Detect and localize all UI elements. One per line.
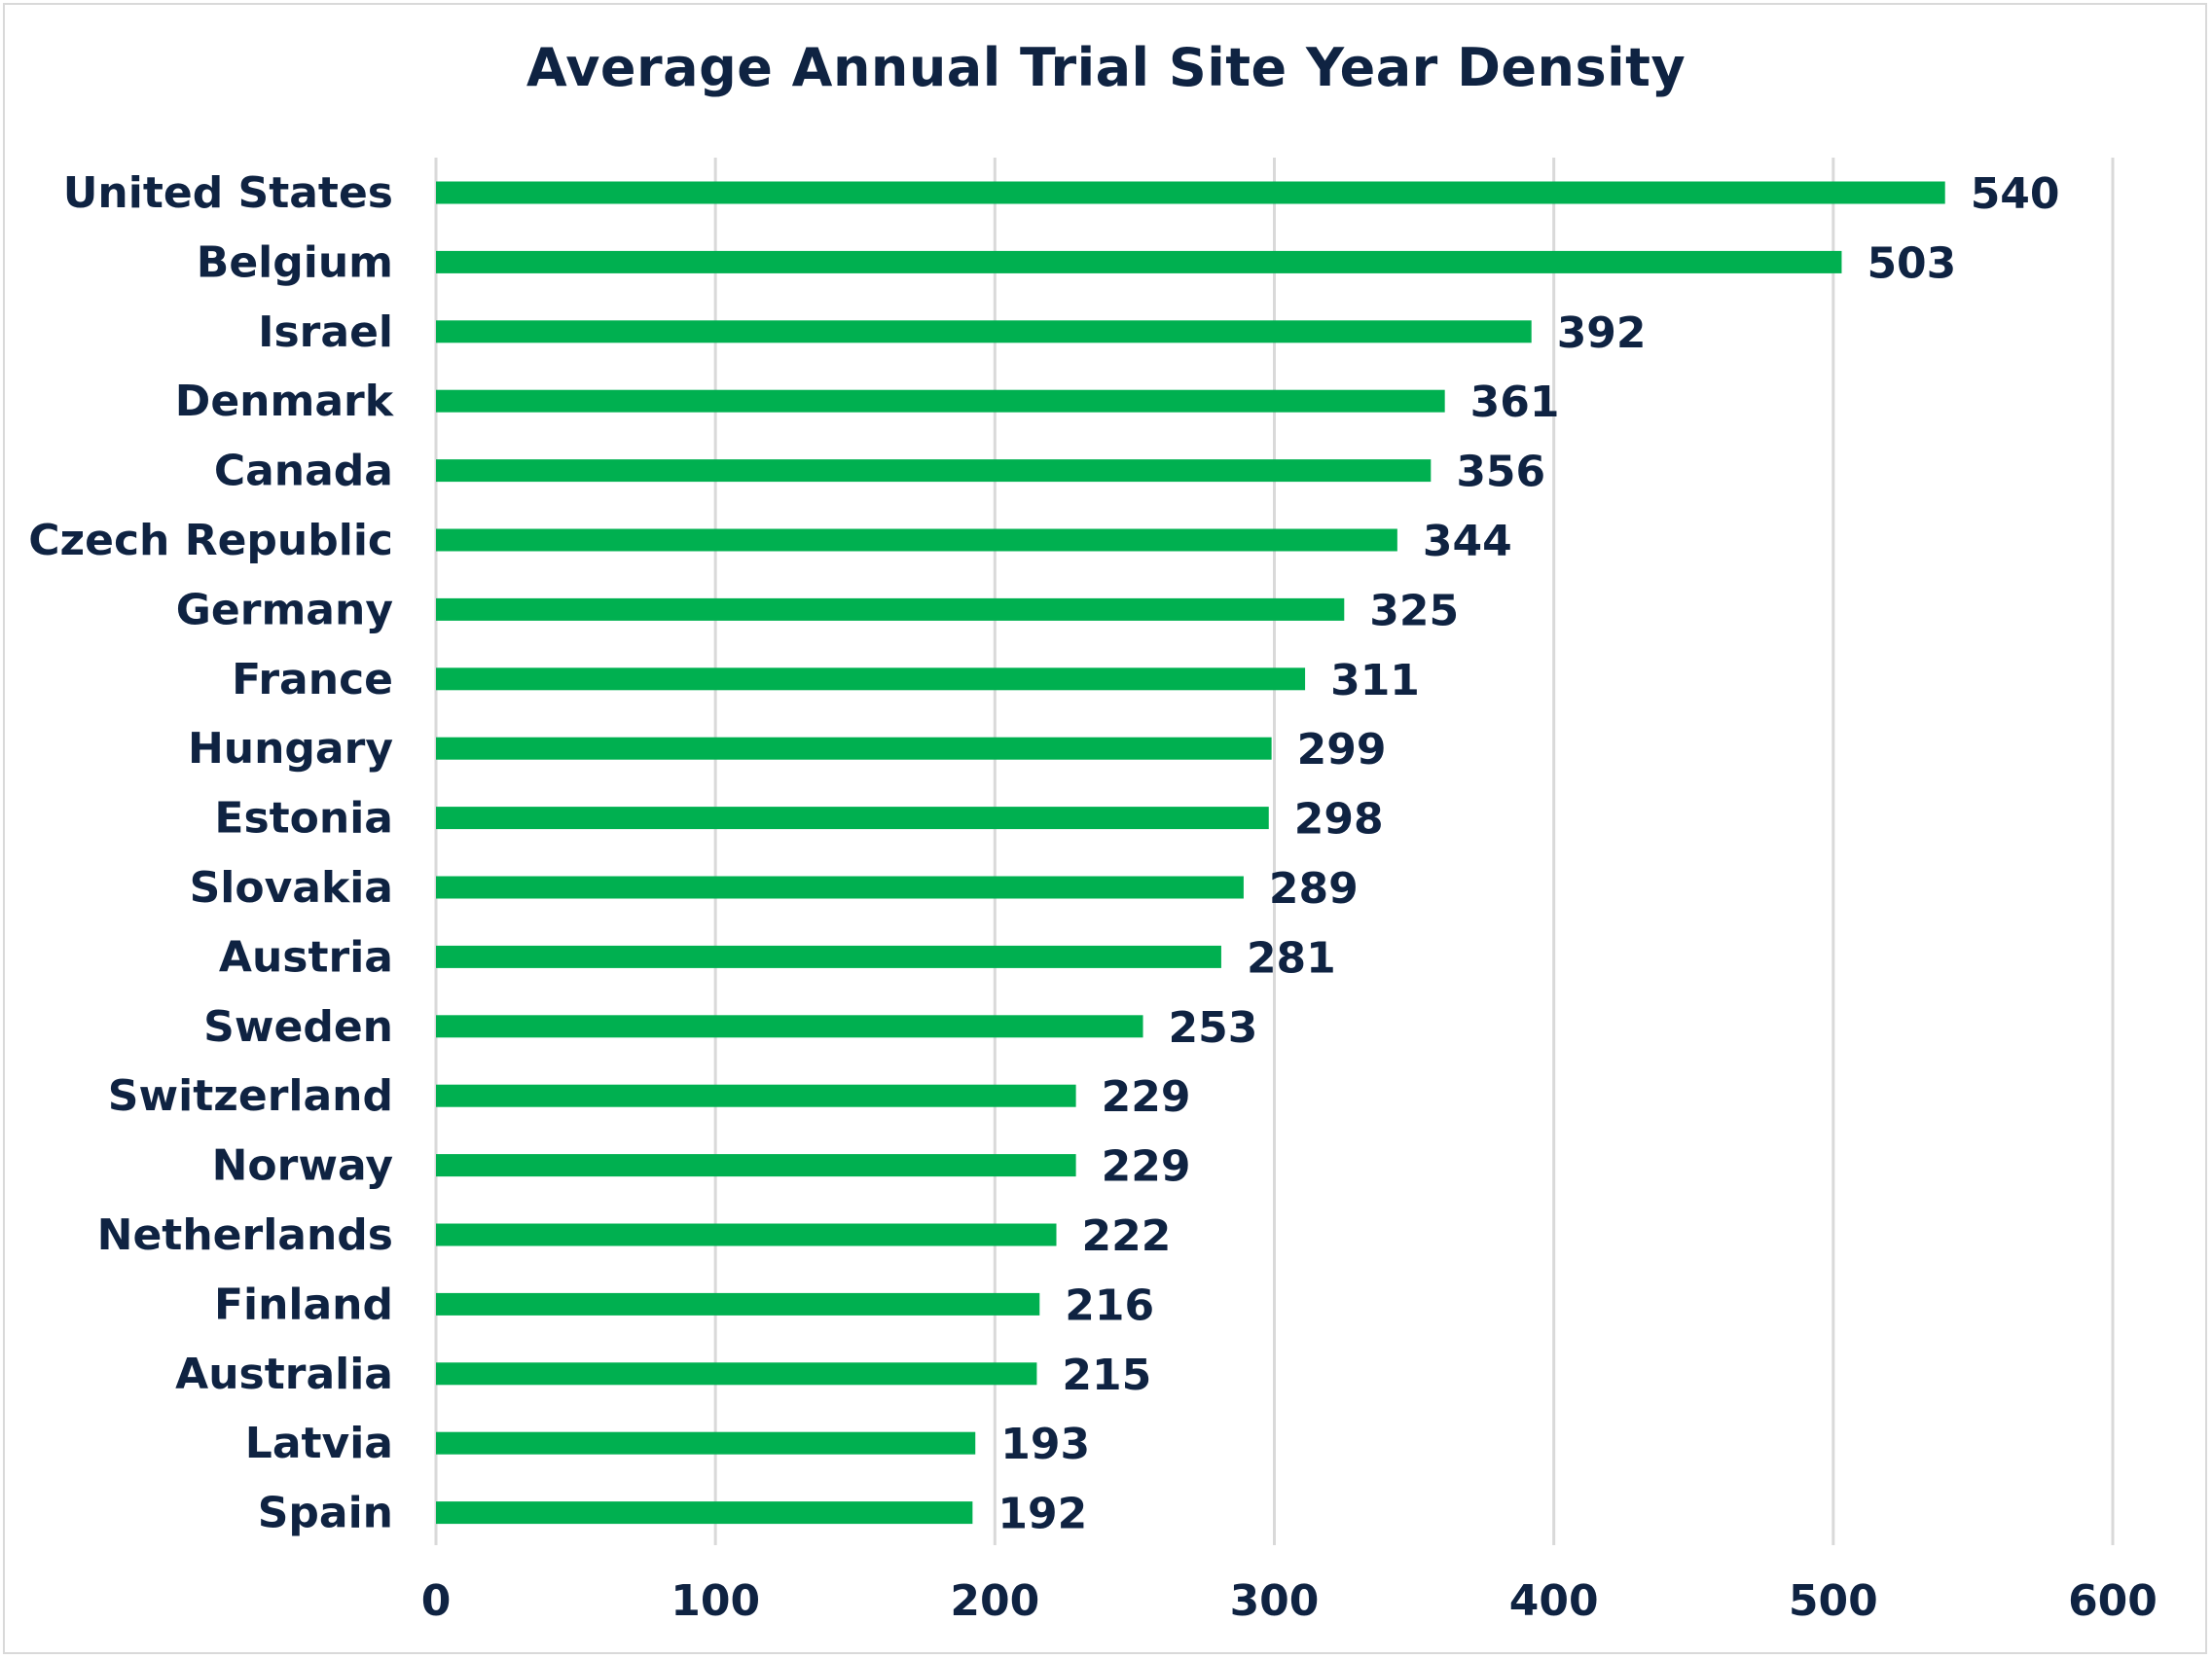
category-label: Finland	[214, 1280, 393, 1329]
data-label: 289	[1269, 864, 1359, 914]
x-tick-label: 600	[2068, 1576, 2158, 1626]
category-label: Latvia	[245, 1419, 393, 1468]
data-label: 222	[1082, 1211, 1172, 1261]
data-label: 299	[1297, 725, 1387, 775]
x-tick-label: 500	[1789, 1576, 1878, 1626]
x-axis-ticks: 0 100 200 300 400 500 600	[421, 1576, 2158, 1626]
data-label: 311	[1330, 656, 1420, 705]
bars	[436, 181, 1945, 1525]
data-label: 253	[1169, 1003, 1258, 1053]
bar	[436, 181, 1945, 204]
category-label: Austria	[219, 932, 393, 982]
x-tick-label: 200	[950, 1576, 1039, 1626]
bar	[436, 250, 1842, 273]
bar	[436, 1292, 1040, 1316]
bar	[436, 807, 1269, 830]
x-tick-label: 0	[421, 1576, 452, 1626]
gridlines	[434, 158, 2115, 1545]
bar	[436, 1362, 1037, 1386]
bar	[436, 945, 1221, 968]
category-label: Belgium	[197, 237, 393, 287]
category-label: Estonia	[214, 794, 393, 844]
category-label: Netherlands	[97, 1210, 393, 1260]
category-label: Switzerland	[108, 1071, 393, 1121]
category-label: Slovakia	[190, 863, 393, 913]
bar	[436, 1431, 976, 1455]
data-label: 298	[1294, 795, 1384, 845]
category-label: Germany	[176, 585, 393, 634]
data-label: 215	[1062, 1351, 1151, 1400]
category-label: Australia	[175, 1350, 393, 1399]
data-label: 325	[1369, 586, 1459, 635]
data-label: 392	[1557, 308, 1647, 358]
data-label: 540	[1971, 169, 2060, 219]
data-label: 503	[1867, 238, 1956, 288]
category-label: Canada	[214, 447, 393, 496]
data-label: 361	[1470, 378, 1560, 427]
bar	[436, 459, 1432, 483]
bar	[436, 1154, 1076, 1177]
bar	[436, 1015, 1143, 1038]
bar	[436, 528, 1397, 552]
bar	[436, 1501, 973, 1525]
bar	[436, 320, 1532, 343]
data-label: 229	[1102, 1072, 1191, 1122]
category-labels: United States Belgium Israel Denmark Canada C…	[28, 168, 394, 1538]
category-label: United States	[63, 168, 393, 218]
data-label: 216	[1065, 1280, 1154, 1330]
category-label: France	[232, 655, 393, 704]
category-label: Norway	[212, 1141, 393, 1191]
category-label: Czech Republic	[28, 516, 393, 565]
x-tick-label: 300	[1230, 1576, 1320, 1626]
data-label: 193	[1000, 1420, 1090, 1469]
bar	[436, 1084, 1076, 1107]
category-label: Spain	[258, 1489, 393, 1538]
category-label: Hungary	[188, 724, 393, 774]
data-label: 344	[1423, 517, 1512, 566]
category-label: Denmark	[175, 377, 395, 426]
bar	[436, 737, 1272, 760]
bar	[436, 597, 1345, 621]
category-label: Israel	[258, 307, 393, 357]
bar	[436, 389, 1445, 413]
data-label: 281	[1247, 933, 1336, 983]
data-label: 229	[1102, 1142, 1191, 1192]
data-label: 356	[1456, 448, 1545, 497]
data-label: 192	[997, 1490, 1087, 1539]
chart-title: Average Annual Trial Site Year Density	[526, 37, 1686, 98]
bar	[436, 876, 1244, 899]
value-labels: 540 503 392 361 356 344 325 311 299 298 289 281 253 2…	[997, 169, 2059, 1539]
bar	[436, 667, 1306, 691]
x-tick-label: 400	[1509, 1576, 1599, 1626]
bar	[436, 1223, 1057, 1246]
x-tick-label: 100	[671, 1576, 760, 1626]
category-label: Sweden	[203, 1002, 393, 1052]
